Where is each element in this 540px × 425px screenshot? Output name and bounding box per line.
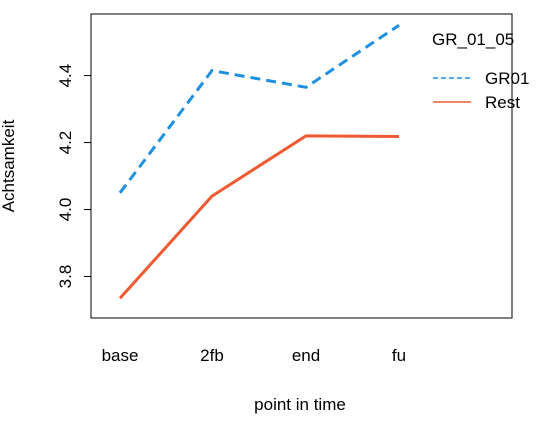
legend: GR_01_05 GR01 Rest <box>432 30 529 112</box>
x-tick-label: end <box>292 346 320 365</box>
legend-label: Rest <box>485 93 520 112</box>
y-tick-label: 4.2 <box>56 131 75 155</box>
x-axis-label: point in time <box>254 395 346 414</box>
x-tick-label: 2fb <box>200 346 224 365</box>
legend-label: GR01 <box>485 69 529 88</box>
y-axis-label: Achtsamkeit <box>0 119 18 212</box>
legend-title: GR_01_05 <box>432 30 514 49</box>
x-tick-label: fu <box>392 346 406 365</box>
plot-frame <box>90 13 513 319</box>
y-tick-label: 4.4 <box>56 64 75 88</box>
y-tick-label: 4.0 <box>56 198 75 222</box>
series-line-rest <box>118 134 400 300</box>
series-line-gr01 <box>118 24 400 194</box>
x-tick-label: base <box>102 346 139 365</box>
y-tick-label: 3.8 <box>56 265 75 289</box>
